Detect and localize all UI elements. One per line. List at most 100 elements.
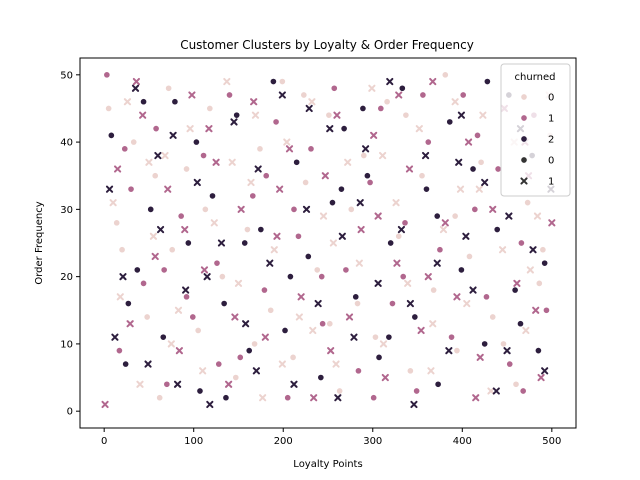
data-point xyxy=(116,293,124,301)
data-point xyxy=(174,306,183,314)
data-point xyxy=(374,279,382,287)
data-point xyxy=(529,246,537,254)
data-point xyxy=(167,340,175,348)
data-point xyxy=(379,340,388,348)
data-point xyxy=(250,98,258,106)
data-point xyxy=(182,165,191,173)
data-point xyxy=(476,353,484,361)
data-point xyxy=(397,225,406,234)
data-point xyxy=(139,111,147,119)
data-point xyxy=(340,125,348,133)
data-point xyxy=(347,205,355,213)
data-point xyxy=(236,353,244,361)
data-point xyxy=(370,131,378,139)
data-point xyxy=(302,178,310,187)
data-point xyxy=(105,104,113,113)
data-point xyxy=(215,360,223,368)
data-point xyxy=(123,98,132,106)
data-point xyxy=(308,98,316,106)
data-point xyxy=(321,172,329,180)
data-point xyxy=(208,192,217,200)
data-point xyxy=(196,387,204,395)
legend-label: 0 xyxy=(548,156,554,167)
data-point xyxy=(276,185,284,193)
legend-entries: 0 1 2 0 1 xyxy=(520,93,554,188)
data-point xyxy=(363,172,371,180)
data-point xyxy=(175,347,183,355)
data-point xyxy=(251,111,260,119)
data-point xyxy=(213,259,221,267)
data-point xyxy=(109,199,117,207)
data-point xyxy=(113,219,121,227)
data-point xyxy=(156,225,165,234)
data-point xyxy=(405,165,414,173)
data-point xyxy=(203,273,211,281)
data-point xyxy=(169,131,177,139)
chart-title: Customer Clusters by Loyalty & Order Fre… xyxy=(180,38,474,52)
data-point xyxy=(487,387,495,395)
data-point xyxy=(247,178,255,187)
x-tick-label: 0 xyxy=(101,436,107,447)
data-point xyxy=(371,333,380,341)
data-point xyxy=(352,293,360,301)
data-point xyxy=(359,104,367,113)
data-point xyxy=(313,266,321,274)
data-point xyxy=(329,239,337,247)
data-point xyxy=(413,387,421,395)
data-point xyxy=(124,299,132,308)
data-point xyxy=(533,212,542,220)
data-point xyxy=(418,172,426,180)
data-point xyxy=(542,306,551,314)
data-point xyxy=(513,279,521,287)
data-point xyxy=(126,320,134,328)
data-point xyxy=(465,252,474,261)
data-point xyxy=(353,299,362,308)
data-point xyxy=(154,151,162,160)
data-point xyxy=(309,326,317,335)
data-point xyxy=(242,320,250,328)
data-point xyxy=(337,185,346,193)
data-point xyxy=(286,273,294,281)
data-point xyxy=(356,199,364,207)
data-point xyxy=(410,400,418,409)
data-point xyxy=(464,138,473,146)
legend-box xyxy=(500,63,571,197)
data-point xyxy=(336,387,344,395)
data-point xyxy=(475,185,483,193)
y-axis-ticks: 0 10 20 30 40 50 xyxy=(60,70,80,418)
data-point xyxy=(199,367,207,375)
data-point xyxy=(188,91,196,99)
data-point xyxy=(387,239,395,247)
data-point xyxy=(548,219,556,227)
data-point xyxy=(492,387,500,395)
data-point xyxy=(307,145,315,153)
data-point xyxy=(406,367,414,375)
data-point xyxy=(111,333,119,341)
data-point xyxy=(455,158,463,166)
data-point xyxy=(535,279,543,287)
data-point xyxy=(462,232,470,240)
data-point xyxy=(278,360,286,368)
data-point xyxy=(471,205,479,213)
data-point xyxy=(469,165,477,173)
data-point xyxy=(472,394,480,402)
data-point xyxy=(441,219,449,227)
data-point xyxy=(278,91,286,99)
data-point xyxy=(344,158,352,166)
legend-label: 1 xyxy=(548,114,554,125)
data-point xyxy=(477,158,485,166)
legend-label: 0 xyxy=(548,93,554,104)
data-point xyxy=(401,219,409,227)
data-point xyxy=(302,205,311,213)
data-point xyxy=(327,347,335,355)
x-axis-label: Loyalty Points xyxy=(293,459,362,470)
data-point xyxy=(395,91,403,99)
data-point xyxy=(283,138,291,146)
data-point xyxy=(230,118,238,126)
data-point xyxy=(143,313,151,321)
data-point xyxy=(385,333,393,341)
data-point xyxy=(256,145,264,153)
data-point xyxy=(317,373,325,382)
data-point xyxy=(200,266,209,274)
data-point xyxy=(151,172,159,180)
